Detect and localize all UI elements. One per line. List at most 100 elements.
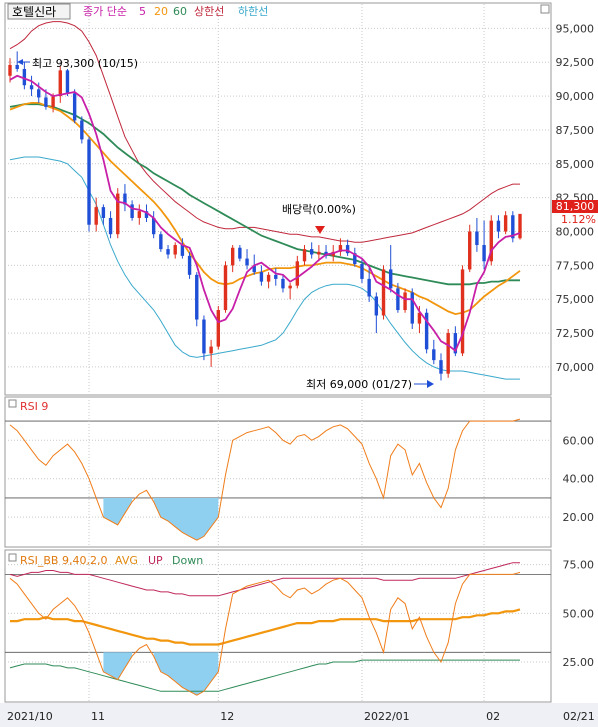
candle	[511, 211, 515, 243]
rsi-bb-title: RSI_BB 9,40,2,0	[20, 554, 107, 567]
candle	[302, 245, 307, 266]
candle	[367, 268, 371, 302]
x-tick-label: 11	[91, 710, 105, 723]
rsi-tick-label: 60.00	[563, 434, 595, 447]
candle	[72, 89, 77, 124]
candle	[137, 204, 141, 225]
candle	[288, 282, 292, 300]
candle	[8, 58, 12, 83]
candle	[396, 282, 400, 313]
high-annotation: 최고 93,300 (10/15)	[32, 57, 138, 70]
candle	[439, 353, 443, 381]
stock-name: 호텔신라	[12, 5, 56, 19]
candle	[403, 288, 407, 313]
rsi-tick-label: 50.00	[563, 607, 595, 620]
oversold-fill	[153, 497, 219, 541]
x-axis-bar	[0, 703, 598, 727]
price-tick-label: 90,000	[556, 90, 595, 103]
price-panel-toggle[interactable]	[540, 4, 550, 14]
candle	[216, 305, 221, 350]
rsi-tick-label: 40.00	[563, 473, 595, 486]
candle	[460, 265, 465, 357]
rsi-bb-rsi-line	[9, 571, 521, 696]
candle	[159, 231, 163, 252]
rsi-panel-toggle[interactable]	[8, 399, 17, 408]
stock-name-box[interactable]	[7, 3, 71, 20]
ma20-legend: 20	[154, 5, 168, 18]
candle	[353, 247, 357, 267]
candle	[238, 245, 242, 262]
candle	[173, 242, 177, 259]
candle	[195, 272, 199, 327]
candle	[202, 315, 206, 361]
rsi-tick-label: 20.00	[563, 511, 595, 524]
rsi-title: RSI 9	[20, 400, 48, 413]
candle	[108, 211, 113, 239]
candle	[309, 242, 314, 259]
ma-legend-label: 종가 단순	[83, 5, 127, 18]
rsi-tick-label: 75.00	[563, 559, 595, 572]
candle	[230, 245, 235, 273]
candle	[116, 188, 120, 239]
price-tick-label: 92,500	[556, 56, 595, 69]
current-change: 1.12%	[561, 213, 596, 226]
rsi-bb-avg-line	[10, 608, 521, 646]
rsi-bb-down-legend: Down	[172, 554, 203, 567]
candle	[338, 238, 343, 256]
candle	[94, 197, 98, 232]
candle	[489, 215, 493, 266]
candle	[22, 62, 27, 90]
price-tick-label: 77,500	[556, 259, 595, 272]
rsi-bb-legend: RSI_BB 9,40,2,0 AVG UP Down	[20, 554, 203, 567]
x-tick-label: 02/21	[563, 710, 595, 723]
rsi-bb-up-legend: UP	[148, 554, 163, 567]
candle	[345, 239, 350, 256]
low-annotation: 최저 69,000 (01/27)	[306, 378, 412, 391]
price-tick-label: 75,000	[556, 293, 595, 306]
rsi-line	[9, 418, 521, 541]
candle	[65, 69, 70, 97]
candle	[259, 265, 264, 286]
candle	[410, 288, 414, 329]
candle	[381, 265, 386, 320]
candle	[468, 224, 472, 273]
x-tick-label: 2022/01	[364, 710, 410, 723]
rsi-tick-label: 25.00	[563, 656, 595, 669]
lower-band-legend: 하한선	[238, 4, 268, 18]
oversold-fill	[103, 497, 133, 525]
rsi-bb-panel	[4, 549, 552, 703]
candle	[496, 215, 501, 239]
candle	[101, 204, 106, 225]
ma60-line	[9, 103, 520, 286]
ma60-legend: 60	[173, 5, 187, 18]
upper-band-line	[9, 21, 520, 243]
candle	[317, 245, 321, 262]
ma20-line	[9, 102, 521, 316]
candle	[274, 268, 278, 286]
candle	[130, 200, 134, 221]
candle	[446, 329, 450, 378]
candle	[223, 261, 228, 313]
candle	[482, 220, 486, 270]
candle	[389, 245, 393, 293]
candle	[80, 116, 84, 144]
candle	[518, 213, 522, 240]
price-tick-label: 87,500	[556, 124, 595, 137]
price-tick-label: 72,500	[556, 327, 595, 340]
candle	[432, 339, 436, 365]
high-arrow-icon	[17, 59, 30, 65]
x-tick-label: 02	[486, 710, 500, 723]
price-tick-label: 95,000	[556, 22, 595, 35]
candle	[374, 292, 379, 334]
lower-band-line	[9, 156, 520, 380]
candle	[475, 217, 479, 252]
dividend-annotation: 배당락(0.00%)	[282, 203, 356, 216]
candle	[123, 184, 127, 212]
candle	[295, 255, 300, 289]
candle	[209, 339, 213, 367]
candle	[29, 75, 34, 97]
rsi-bb-up-line	[9, 562, 520, 597]
rsi-bb-panel-toggle[interactable]	[8, 553, 17, 562]
candle	[15, 51, 19, 72]
